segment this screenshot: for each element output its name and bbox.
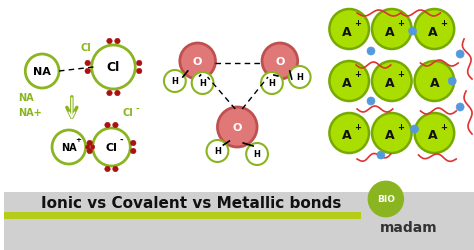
Circle shape [329,114,369,154]
Circle shape [87,141,92,146]
Circle shape [91,145,95,150]
Text: A: A [342,129,352,142]
Circle shape [107,39,112,44]
Circle shape [115,39,120,44]
Circle shape [113,166,118,172]
Circle shape [448,78,456,86]
Circle shape [130,148,136,154]
Text: O: O [275,57,284,67]
Text: NA: NA [61,142,77,152]
Text: NA+: NA+ [18,108,42,118]
Text: -: - [136,104,139,113]
Text: A: A [385,129,395,142]
Text: NA: NA [33,67,51,77]
Text: H: H [172,77,178,86]
Text: NA: NA [18,93,34,102]
Circle shape [85,61,91,66]
Circle shape [191,73,213,94]
Circle shape [137,61,142,66]
Text: Cl: Cl [107,61,120,74]
Text: A: A [385,26,395,38]
Circle shape [85,145,90,150]
Text: +: + [397,18,404,28]
Text: madam: madam [380,220,438,234]
Text: H: H [268,79,275,88]
Circle shape [377,152,385,159]
Circle shape [92,128,130,166]
Text: +: + [440,122,447,131]
Circle shape [105,123,110,128]
Text: BIO: BIO [377,195,395,204]
Circle shape [87,148,92,154]
Circle shape [262,44,298,80]
Text: Ionic vs Covalent vs Metallic bonds: Ionic vs Covalent vs Metallic bonds [40,196,341,211]
Circle shape [207,140,228,162]
Circle shape [372,62,411,102]
Text: H: H [199,79,206,88]
Text: H: H [254,150,261,159]
Circle shape [367,48,375,56]
Text: A: A [342,77,352,90]
Circle shape [329,10,369,50]
Circle shape [115,91,120,96]
Circle shape [367,98,375,106]
Circle shape [52,130,86,164]
Circle shape [415,114,454,154]
Circle shape [372,10,411,50]
Circle shape [246,144,268,165]
Text: +: + [355,122,362,131]
Text: CI: CI [123,108,134,118]
Circle shape [113,123,118,128]
Circle shape [218,108,257,148]
Circle shape [130,141,136,146]
Text: A: A [342,26,352,38]
Text: +: + [397,70,404,79]
Text: H: H [296,73,303,82]
Text: A: A [429,77,439,90]
Circle shape [456,51,464,59]
Text: Cl: Cl [106,142,118,152]
Text: +: + [355,18,362,28]
Text: -: - [119,135,123,144]
Text: CI: CI [80,43,91,53]
Circle shape [289,67,310,89]
Text: A: A [385,77,395,90]
Text: O: O [193,57,202,67]
Text: A: A [428,129,437,142]
Circle shape [261,73,283,94]
Circle shape [137,69,142,74]
Text: +: + [75,136,81,142]
Text: +: + [355,70,362,79]
Circle shape [91,46,135,90]
Bar [4,192,474,250]
Text: A: A [428,26,437,38]
Circle shape [415,10,454,50]
Circle shape [180,44,216,80]
Circle shape [369,182,403,216]
Circle shape [25,55,59,89]
Text: O: O [233,122,242,132]
Text: +: + [397,122,404,131]
Bar [4,212,361,219]
Circle shape [372,114,411,154]
Circle shape [409,28,417,36]
Circle shape [107,91,112,96]
Text: H: H [214,147,221,156]
Circle shape [415,62,454,102]
Circle shape [105,166,110,172]
Circle shape [329,62,369,102]
Circle shape [456,104,464,112]
Circle shape [410,126,419,134]
Text: +: + [440,18,447,28]
Circle shape [85,69,91,74]
Circle shape [164,71,186,93]
